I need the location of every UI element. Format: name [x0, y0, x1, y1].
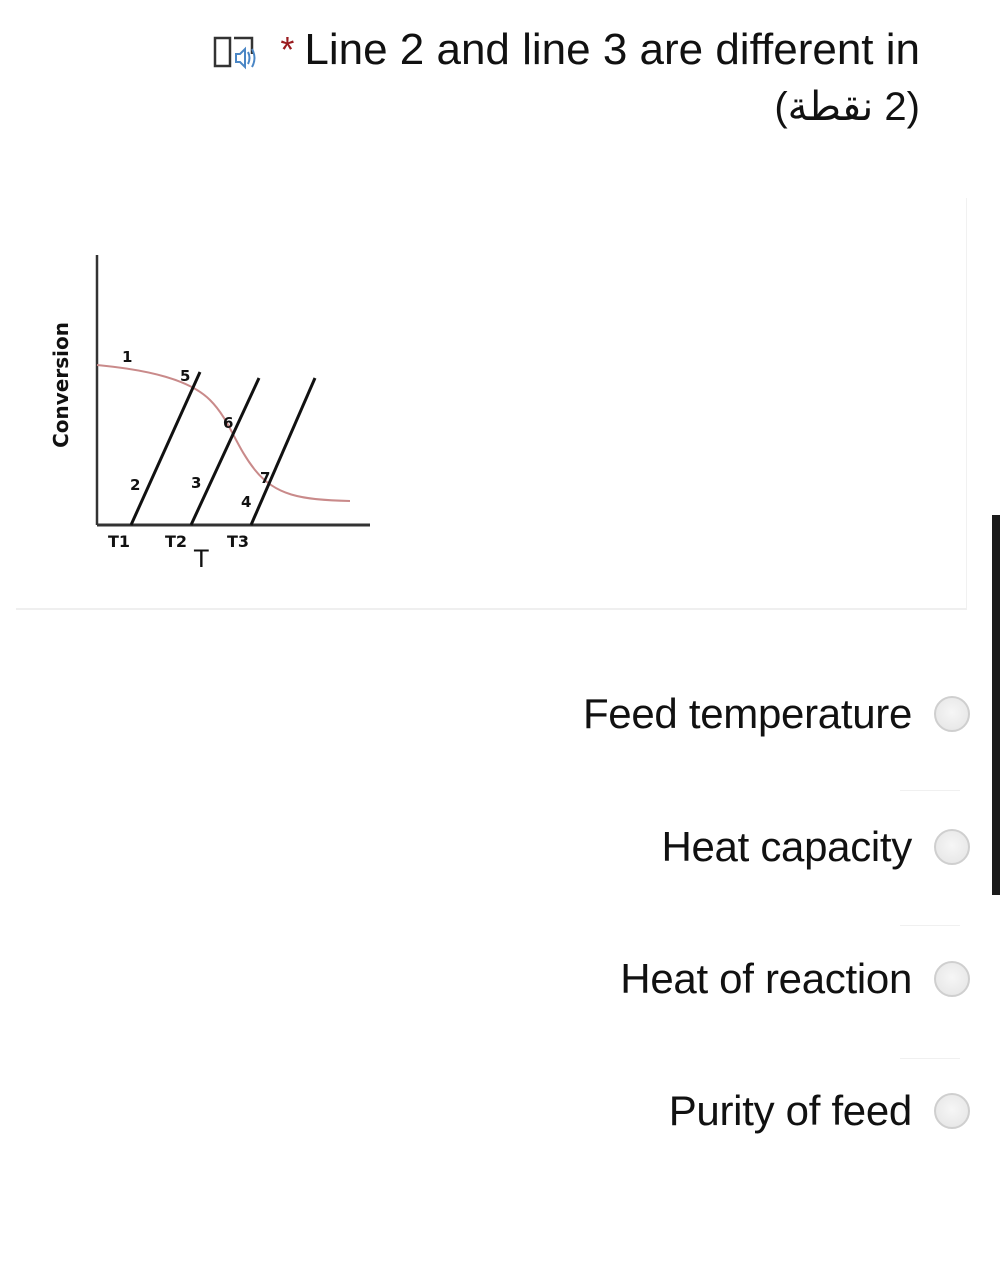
svg-text:4: 4: [241, 493, 251, 511]
required-marker: *: [280, 29, 295, 70]
radio-button[interactable]: [934, 961, 970, 997]
option-heat-of-reaction[interactable]: Heat of reaction: [620, 955, 970, 1003]
y-axis-label: Conversion: [49, 322, 73, 448]
svg-text:1: 1: [122, 348, 132, 366]
radio-button[interactable]: [934, 696, 970, 732]
screen-edge: [992, 515, 1000, 895]
immersive-reader-icon[interactable]: [212, 30, 258, 70]
divider: [900, 925, 960, 926]
option-feed-temperature[interactable]: Feed temperature: [583, 690, 970, 738]
svg-text:T1: T1: [108, 532, 130, 551]
question-points: (2 نقطة): [774, 85, 920, 129]
question-header: * Line 2 and line 3 are different in (2 …: [130, 22, 920, 136]
svg-text:7: 7: [260, 469, 270, 487]
option-purity-of-feed[interactable]: Purity of feed: [669, 1087, 970, 1135]
option-heat-capacity[interactable]: Heat capacity: [661, 823, 970, 871]
radio-button[interactable]: [934, 1093, 970, 1129]
svg-text:5: 5: [180, 367, 190, 385]
divider: [900, 1058, 960, 1059]
x-axis-label: T: [193, 545, 209, 573]
svg-text:T3: T3: [227, 532, 249, 551]
question-text: Line 2 and line 3 are different in: [304, 25, 920, 74]
svg-text:T2: T2: [165, 532, 187, 551]
svg-text:2: 2: [130, 476, 140, 494]
question-image-frame: [16, 198, 967, 610]
option-label: Heat of reaction: [620, 955, 912, 1002]
option-label: Feed temperature: [582, 690, 912, 737]
conversion-temperature-chart: Conversion 1 5 6 7 2 3 4 T1 T2 T3 T: [40, 245, 380, 580]
radio-button[interactable]: [934, 829, 970, 865]
svg-text:6: 6: [223, 414, 233, 432]
option-label: Heat capacity: [661, 823, 912, 870]
svg-text:3: 3: [191, 474, 201, 492]
divider: [900, 790, 960, 791]
option-label: Purity of feed: [668, 1087, 913, 1134]
